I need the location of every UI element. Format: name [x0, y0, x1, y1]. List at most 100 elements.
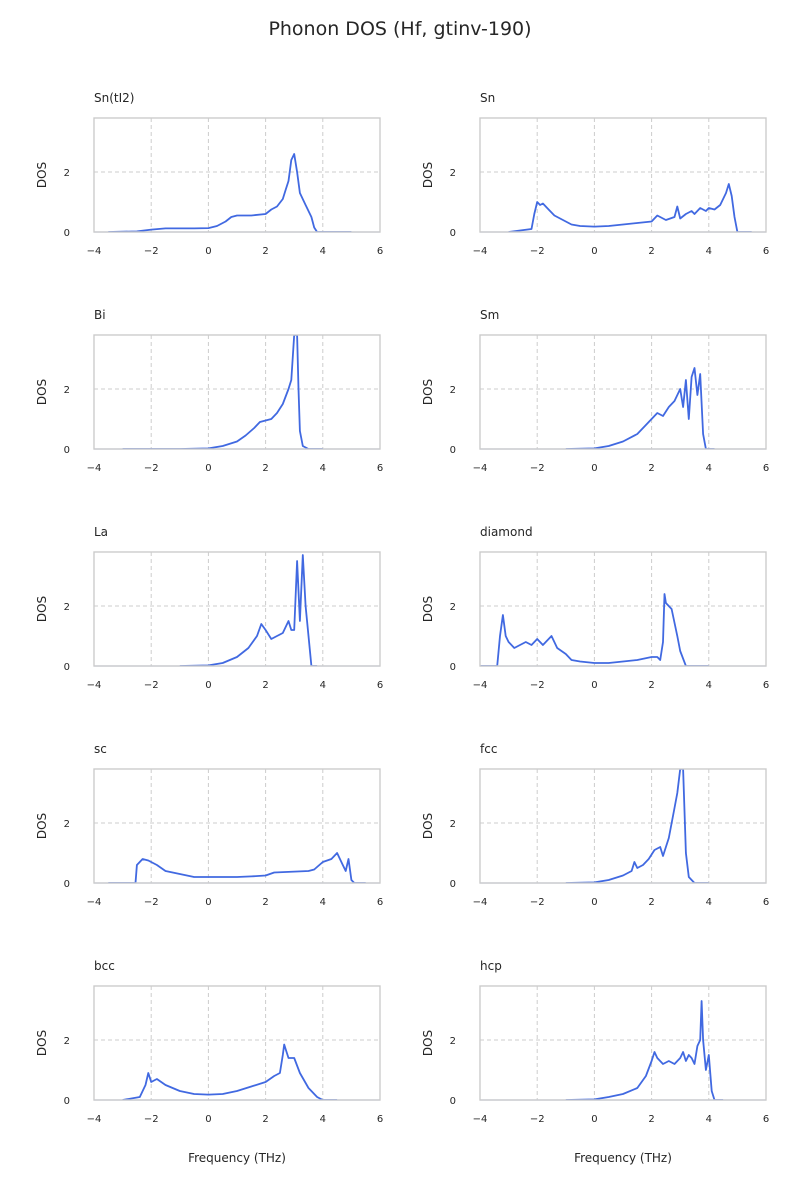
y-axis-label: DOS — [35, 1030, 49, 1056]
x-tick-label: 4 — [706, 680, 712, 691]
dos-series-line-bcc — [122, 1043, 338, 1100]
dos-series-line-sn — [508, 183, 752, 232]
x-tick-label: 6 — [377, 680, 383, 691]
y-tick-label: 0 — [450, 879, 456, 890]
x-tick-label: 6 — [377, 1114, 383, 1125]
dos-series-line-la — [179, 554, 318, 666]
x-tick-label: −4 — [473, 246, 488, 257]
x-tick-label: 6 — [377, 463, 383, 474]
x-tick-label: 4 — [706, 897, 712, 908]
x-tick-label: −4 — [87, 897, 102, 908]
panel-title-sm: Sm — [480, 308, 499, 322]
x-tick-label: −2 — [530, 246, 545, 257]
x-tick-label: 0 — [591, 680, 597, 691]
y-tick-label: 0 — [64, 879, 70, 890]
axes-frame — [93, 334, 381, 450]
dos-series-line-diamond — [480, 593, 709, 666]
x-tick-label: −2 — [144, 897, 159, 908]
y-axis-label: DOS — [421, 1030, 435, 1056]
x-tick-label: 4 — [320, 463, 326, 474]
x-tick-label: 2 — [262, 463, 268, 474]
y-tick-label: 2 — [450, 168, 456, 179]
x-tick-label: 0 — [591, 1114, 597, 1125]
panel-title-sc: sc — [94, 742, 107, 756]
y-axis-label: DOS — [35, 162, 49, 188]
dos-series-line-sm — [565, 367, 715, 449]
x-tick-label: 0 — [591, 246, 597, 257]
axes-frame — [93, 985, 381, 1101]
x-tick-label: −4 — [87, 680, 102, 691]
x-axis-label: Frequency (THz) — [574, 1151, 672, 1165]
dos-series-line-bi — [122, 335, 323, 449]
x-tick-label: 4 — [706, 463, 712, 474]
axes-frame — [479, 768, 767, 884]
y-axis-label: DOS — [35, 379, 49, 405]
x-tick-label: −2 — [530, 897, 545, 908]
panel-title-hcp: hcp — [480, 959, 502, 973]
y-axis-label: DOS — [421, 596, 435, 622]
x-tick-label: 4 — [706, 246, 712, 257]
figure-title: Phonon DOS (Hf, gtinv-190) — [268, 18, 532, 40]
y-tick-label: 2 — [450, 385, 456, 396]
x-tick-label: 2 — [262, 1114, 268, 1125]
axes-frame — [93, 768, 381, 884]
y-tick-label: 0 — [450, 662, 456, 673]
x-tick-label: 6 — [763, 1114, 769, 1125]
x-tick-label: −4 — [87, 1114, 102, 1125]
x-tick-label: −4 — [473, 463, 488, 474]
x-tick-label: 2 — [262, 246, 268, 257]
x-tick-label: −2 — [144, 463, 159, 474]
panel-title-bcc: bcc — [94, 959, 115, 973]
x-tick-label: −2 — [530, 463, 545, 474]
x-tick-label: 6 — [763, 897, 769, 908]
axes-frame — [479, 985, 767, 1101]
x-tick-label: 0 — [205, 680, 211, 691]
y-tick-label: 2 — [450, 602, 456, 613]
axes-frame — [479, 334, 767, 450]
y-tick-label: 0 — [450, 1096, 456, 1107]
y-tick-label: 0 — [450, 228, 456, 239]
panel-title-la: La — [94, 525, 108, 539]
x-axis-label: Frequency (THz) — [188, 1151, 286, 1165]
x-tick-label: −2 — [144, 1114, 159, 1125]
dos-series-line-sc — [108, 852, 366, 883]
x-tick-label: 2 — [648, 680, 654, 691]
y-tick-label: 0 — [64, 662, 70, 673]
x-tick-label: 4 — [320, 680, 326, 691]
panel-title-diamond: diamond — [480, 525, 533, 539]
x-tick-label: 0 — [205, 1114, 211, 1125]
axes-frame — [479, 551, 767, 667]
y-axis-label: DOS — [35, 596, 49, 622]
x-tick-label: 4 — [706, 1114, 712, 1125]
x-tick-label: −2 — [144, 680, 159, 691]
x-tick-label: 6 — [763, 246, 769, 257]
x-tick-label: 0 — [591, 897, 597, 908]
x-tick-label: 4 — [320, 897, 326, 908]
x-tick-label: 0 — [591, 463, 597, 474]
x-tick-label: −4 — [473, 1114, 488, 1125]
x-tick-label: 6 — [763, 463, 769, 474]
y-tick-label: 0 — [64, 445, 70, 456]
y-tick-label: 2 — [450, 819, 456, 830]
panel-title-bi: Bi — [94, 308, 106, 322]
panel-title-sn-ti2: Sn(tI2) — [94, 91, 134, 105]
x-tick-label: 0 — [205, 897, 211, 908]
y-tick-label: 2 — [64, 1036, 70, 1047]
x-tick-label: 0 — [205, 463, 211, 474]
x-tick-label: −2 — [144, 246, 159, 257]
x-tick-label: −4 — [473, 897, 488, 908]
axes-frame — [93, 117, 381, 233]
panel-title-fcc: fcc — [480, 742, 497, 756]
y-tick-label: 2 — [64, 168, 70, 179]
y-axis-label: DOS — [35, 813, 49, 839]
x-tick-label: 6 — [377, 897, 383, 908]
x-tick-label: −4 — [87, 246, 102, 257]
x-tick-label: 4 — [320, 1114, 326, 1125]
y-tick-label: 0 — [64, 228, 70, 239]
x-tick-label: −2 — [530, 1114, 545, 1125]
y-tick-label: 2 — [450, 1036, 456, 1047]
dos-series-line-fcc — [565, 769, 709, 883]
axes-frame — [479, 117, 767, 233]
y-tick-label: 0 — [64, 1096, 70, 1107]
